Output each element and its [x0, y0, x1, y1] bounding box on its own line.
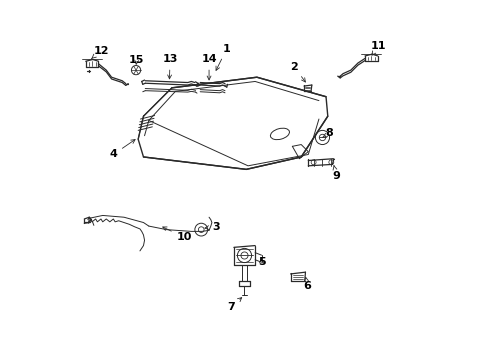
- Text: 10: 10: [163, 227, 191, 242]
- Text: 5: 5: [257, 257, 265, 267]
- Text: 13: 13: [162, 54, 178, 79]
- Text: 4: 4: [109, 140, 135, 159]
- Text: 15: 15: [129, 55, 144, 65]
- Ellipse shape: [270, 128, 289, 140]
- Text: 6: 6: [303, 277, 311, 291]
- Text: 2: 2: [290, 62, 305, 82]
- Text: 9: 9: [332, 166, 340, 181]
- Text: 14: 14: [201, 54, 216, 80]
- Text: 12: 12: [92, 46, 108, 58]
- Text: 8: 8: [322, 128, 333, 138]
- Text: 3: 3: [204, 222, 220, 232]
- Text: 7: 7: [227, 298, 241, 312]
- Text: 11: 11: [370, 41, 386, 55]
- Text: 1: 1: [216, 44, 230, 70]
